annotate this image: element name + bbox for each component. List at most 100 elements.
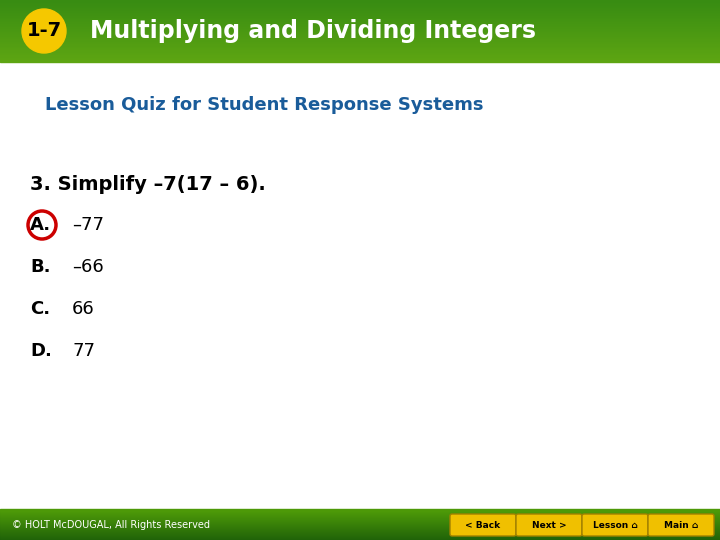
Bar (0, 0, 720, 3)
Bar (0, 49, 720, 51)
Bar (0, 528, 720, 530)
Bar (0, 4, 720, 6)
Bar (0, 537, 720, 539)
Text: 3. Simplify –7(17 – 6).: 3. Simplify –7(17 – 6). (30, 176, 266, 194)
Bar (0, 523, 720, 525)
Bar (0, 26, 720, 29)
Bar (0, 510, 720, 512)
Bar (0, 530, 720, 532)
Bar (0, 538, 720, 540)
Text: D.: D. (30, 342, 52, 360)
Bar (0, 519, 720, 521)
Bar (0, 10, 720, 12)
Bar (0, 513, 720, 515)
Text: Next >: Next > (531, 521, 567, 530)
Bar (0, 30, 720, 32)
Bar (0, 21, 720, 24)
Text: C.: C. (30, 300, 50, 318)
Bar (0, 531, 720, 533)
Text: 77: 77 (72, 342, 95, 360)
Bar (0, 512, 720, 514)
Bar (0, 35, 720, 37)
Bar (0, 0, 720, 1)
Bar (0, 534, 720, 536)
Bar (0, 45, 720, 47)
Bar (0, 2, 720, 4)
Bar (0, 36, 720, 38)
Bar (0, 58, 720, 61)
Bar (0, 521, 720, 523)
Bar (0, 40, 720, 42)
Bar (0, 517, 720, 519)
Bar (0, 18, 720, 20)
Bar (0, 8, 720, 10)
Bar (0, 51, 720, 53)
Bar (0, 24, 720, 26)
FancyBboxPatch shape (450, 514, 516, 536)
Bar (0, 44, 720, 46)
Text: < Back: < Back (465, 521, 500, 530)
Bar (0, 41, 720, 43)
Text: A.: A. (30, 216, 51, 234)
Bar (0, 535, 720, 537)
Bar (0, 516, 720, 518)
Bar (0, 32, 720, 35)
Bar (0, 37, 720, 39)
Bar (0, 532, 720, 534)
Text: –77: –77 (72, 216, 104, 234)
Text: 1-7: 1-7 (27, 22, 62, 40)
Bar (0, 39, 720, 41)
Bar (0, 23, 720, 25)
Bar (0, 536, 720, 538)
Text: Lesson ⌂: Lesson ⌂ (593, 521, 637, 530)
Bar (0, 28, 720, 30)
Text: Main ⌂: Main ⌂ (664, 521, 698, 530)
Bar (0, 9, 720, 11)
Bar (0, 46, 720, 49)
Bar (0, 11, 720, 14)
Bar (0, 53, 720, 56)
Bar (0, 6, 720, 9)
Bar (0, 48, 720, 50)
Bar (0, 5, 720, 8)
Text: © HOLT McDOUGAL, All Rights Reserved: © HOLT McDOUGAL, All Rights Reserved (12, 520, 210, 530)
Bar (0, 56, 720, 58)
Bar (0, 16, 720, 18)
Bar (0, 25, 720, 28)
Bar (0, 31, 720, 33)
Bar (0, 529, 720, 531)
Bar (0, 19, 720, 21)
Bar (0, 520, 720, 522)
Bar (0, 29, 720, 31)
FancyBboxPatch shape (582, 514, 648, 536)
Circle shape (22, 9, 66, 53)
Bar (0, 525, 720, 527)
Bar (0, 12, 720, 15)
Bar (0, 526, 720, 528)
Bar (0, 14, 720, 16)
Bar (0, 20, 720, 22)
Bar (0, 60, 720, 62)
Bar (0, 52, 720, 55)
FancyBboxPatch shape (516, 514, 582, 536)
Text: –66: –66 (72, 258, 104, 276)
Bar (0, 50, 720, 52)
Text: Lesson Quiz for Student Response Systems: Lesson Quiz for Student Response Systems (45, 96, 484, 114)
Bar (0, 43, 720, 45)
FancyBboxPatch shape (648, 514, 714, 536)
Text: B.: B. (30, 258, 50, 276)
Bar (0, 533, 720, 535)
Text: Multiplying and Dividing Integers: Multiplying and Dividing Integers (90, 19, 536, 43)
Text: 66: 66 (72, 300, 95, 318)
Bar (0, 522, 720, 524)
Bar (0, 524, 720, 526)
Bar (0, 514, 720, 516)
Bar (0, 515, 720, 517)
Bar (0, 518, 720, 520)
Bar (0, 3, 720, 5)
Bar (0, 57, 720, 59)
Bar (0, 15, 720, 17)
Bar (0, 527, 720, 529)
Bar (0, 511, 720, 513)
Bar (0, 55, 720, 57)
